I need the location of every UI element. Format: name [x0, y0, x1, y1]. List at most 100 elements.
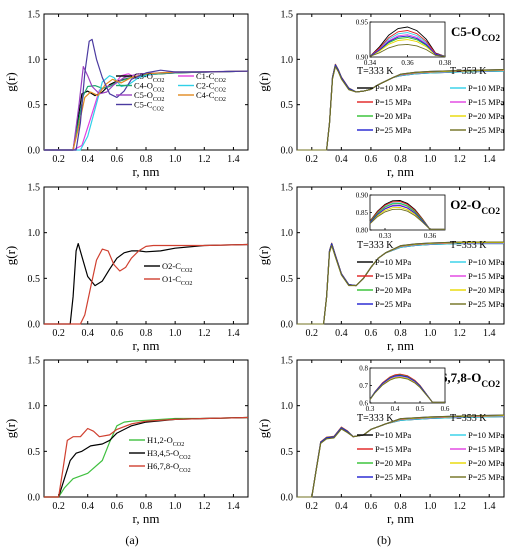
y-tick-label: 0.0 — [281, 320, 294, 331]
x-tick-label: 0.8 — [394, 154, 407, 165]
x-tick-label: 1.2 — [453, 328, 466, 339]
chart-b2: 0.2 0.4 0.6 0.8 1.0 1.2 1.4 0.0 0.5 1.0 1.5 r, nm g(… — [256, 183, 505, 353]
x-tick-label: 0.2 — [306, 501, 319, 512]
y-tick-label: 0.5 — [28, 274, 41, 285]
y-tick-label: 0.0 — [28, 320, 41, 331]
chart-a1: 0.2 0.4 0.6 0.8 1.0 1.2 1.4 0.0 0.5 1.0 1.5 r, nm g(… — [3, 10, 249, 179]
y-tick-label: 0.0 — [281, 493, 294, 504]
y-tick-label: 0.0 — [28, 493, 41, 504]
y-axis-label: g(r) — [3, 419, 18, 439]
series-line — [297, 415, 505, 498]
x-tick-label: 0.6 — [365, 501, 378, 512]
legend-label: P=10 MPa — [375, 83, 411, 93]
inset-x-tick-label: 0.33 — [379, 232, 392, 240]
series-line — [297, 415, 505, 498]
x-tick-label: 0.8 — [140, 328, 153, 339]
legend-label: P=10 MPa — [375, 430, 411, 440]
y-axis-label: g(r) — [256, 246, 271, 266]
x-tick-label: 0.4 — [335, 154, 348, 165]
chart-a3: 0.2 0.4 0.6 0.8 1.0 1.2 1.4 0.0 0.5 1.0 1.5 r, nm g(… — [3, 356, 249, 526]
series-line — [297, 243, 504, 325]
x-tick-label: 0.2 — [52, 328, 65, 339]
inset-y-tick-label: 0.90 — [356, 192, 369, 200]
series-line — [297, 414, 505, 498]
inset-series-line — [369, 30, 446, 57]
series-line — [297, 66, 505, 151]
inset-b2: 0.33 0.36 0.80 0.85 0.90 — [356, 192, 446, 240]
y-axis-label: g(r) — [256, 419, 271, 439]
series-line — [297, 416, 505, 498]
inset-series-line — [369, 26, 446, 57]
panel-title: O2-OCO2 — [450, 197, 500, 217]
x-axis-label: r, nm — [133, 164, 160, 179]
legend-label: P=25 MPa — [375, 125, 411, 135]
y-tick-label: 1.5 — [281, 10, 294, 21]
series-line — [297, 241, 504, 325]
x-tick-label: 0.6 — [365, 154, 378, 165]
inset-y-tick-label: 0.80 — [356, 227, 369, 235]
inset-series-line — [369, 39, 446, 57]
x-tick-label: 0.8 — [394, 328, 407, 339]
series-line — [297, 414, 505, 498]
legend-label: P=10 MPa — [468, 257, 504, 267]
series-line — [44, 416, 249, 498]
x-tick-label: 1.2 — [198, 501, 211, 512]
y-tick-label: 0.0 — [28, 146, 41, 157]
x-axis-label: r, nm — [387, 164, 414, 179]
x-tick-label: 1.0 — [169, 501, 182, 512]
temperature-label: T=333 K — [357, 413, 394, 424]
inset-series-line — [369, 208, 445, 230]
series-line — [297, 242, 504, 325]
x-tick-label: 1.4 — [483, 501, 496, 512]
x-tick-label: 0.4 — [81, 154, 94, 165]
inset-series-line — [369, 377, 445, 403]
legend-label: P=25 MPa — [468, 299, 504, 309]
x-tick-label: 0.4 — [81, 501, 94, 512]
plots-layer: 0.2 0.4 0.6 0.8 1.0 1.2 1.4 0.0 0.5 1.0 1.5 r, nm g(… — [3, 10, 505, 526]
temperature-label: T=353 K — [450, 413, 487, 424]
x-tick-label: 1.0 — [424, 154, 437, 165]
legend-label: O2-CCO2 — [162, 261, 192, 274]
inset-x-tick-label: 0.36 — [401, 59, 414, 67]
plot-frame — [43, 186, 249, 325]
series-line — [44, 38, 249, 151]
x-tick-label: 1.4 — [227, 328, 240, 339]
inset-x-tick-label: 0.36 — [424, 232, 437, 240]
legend-label: H3,4,5-OCO2 — [147, 448, 191, 461]
legend-label: H1,2-OCO2 — [147, 435, 184, 448]
inset-y-tick-label: 0.8 — [359, 365, 368, 373]
x-tick-label: 0.6 — [111, 501, 124, 512]
y-tick-label: 1.0 — [28, 228, 41, 239]
x-axis-label: r, nm — [387, 338, 414, 353]
panel-label-a: (a) — [125, 533, 138, 547]
x-tick-label: 0.2 — [52, 501, 65, 512]
x-tick-label: 1.4 — [227, 501, 240, 512]
series-line — [297, 414, 505, 498]
y-tick-label: 1.0 — [28, 401, 41, 412]
legend-label: P=20 MPa — [375, 285, 411, 295]
inset-y-tick-label: 0.85 — [356, 209, 369, 217]
x-tick-label: 0.6 — [111, 328, 124, 339]
panel-title: C5-OCO2 — [451, 24, 500, 44]
series-line — [44, 70, 249, 151]
y-tick-label: 1.5 — [28, 183, 41, 194]
chart-b1: 0.2 0.4 0.6 0.8 1.0 1.2 1.4 0.0 0.5 1.0 1.5 r, nm g(… — [256, 10, 505, 179]
x-tick-label: 0.2 — [52, 154, 65, 165]
y-axis-label: g(r) — [3, 72, 18, 92]
x-tick-label: 0.8 — [140, 154, 153, 165]
temperature-label: T=333 K — [357, 66, 394, 77]
y-tick-label: 1.0 — [281, 401, 294, 412]
x-tick-label: 0.4 — [335, 328, 348, 339]
x-axis-label: r, nm — [387, 511, 414, 526]
legend-label: P=15 MPa — [468, 271, 504, 281]
inset-b3: 0.3 0.4 0.5 0.6 0.6 0.7 0.8 — [359, 365, 450, 414]
x-tick-label: 0.8 — [394, 501, 407, 512]
y-tick-label: 0.5 — [28, 100, 41, 111]
y-tick-label: 0.5 — [28, 447, 41, 458]
legend-label: P=20 MPa — [468, 285, 504, 295]
legend-label: H6,7,8-OCO2 — [147, 461, 191, 474]
inset-series-line — [369, 374, 445, 403]
y-tick-label: 1.0 — [28, 55, 41, 66]
temperature-label: T=333 K — [357, 240, 394, 251]
